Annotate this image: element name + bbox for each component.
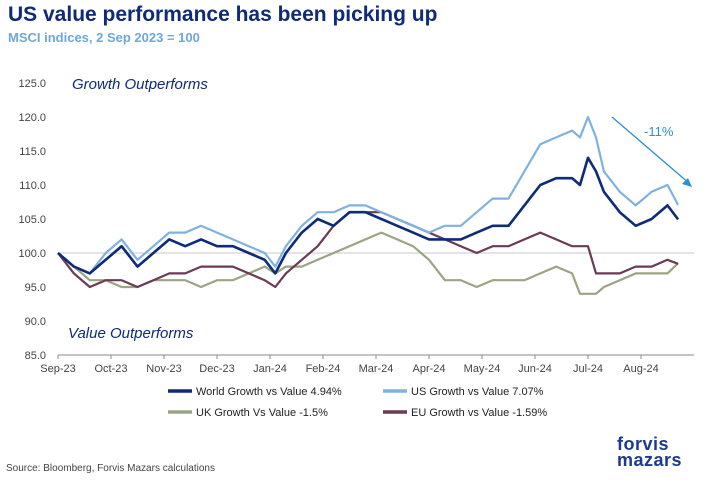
y-tick-label: 125.0 (18, 78, 46, 90)
legend-label: EU Growth vs Value -1.59% (411, 407, 547, 419)
y-tick-label: 95.0 (25, 282, 46, 294)
annotation-growth-outperforms: Growth Outperforms (72, 76, 208, 93)
x-tick-label: Jul-24 (573, 363, 603, 375)
y-tick-label: 100.0 (18, 248, 46, 260)
source-note: Source: Bloomberg, Forvis Mazars calcula… (6, 463, 215, 474)
x-tick-label: Jun-24 (518, 363, 552, 375)
x-tick-label: Apr-24 (412, 363, 445, 375)
decline-arrow (611, 116, 691, 185)
y-tick-label: 90.0 (25, 316, 46, 328)
x-tick-label: Feb-24 (306, 363, 341, 375)
x-axis: Sep-23 Oct-23 Nov-23 Dec-23 Jan-24 Feb-24 Mar-… (40, 355, 659, 375)
x-tick-label: Dec-23 (199, 363, 234, 375)
y-tick-label: 105.0 (18, 214, 46, 226)
x-tick-label: Sep-23 (40, 363, 75, 375)
x-tick-label: Oct-23 (94, 363, 127, 375)
decline-arrowhead (682, 178, 692, 187)
forvis-mazars-logo: forvis mazars (617, 434, 689, 470)
y-tick-label: 120.0 (18, 112, 46, 124)
chart-subtitle: MSCI indices, 2 Sep 2023 = 100 (8, 30, 200, 45)
y-tick-label: 85.0 (25, 350, 46, 362)
y-tick-label: 115.0 (19, 146, 46, 158)
x-tick-label: Mar-24 (359, 363, 394, 375)
logo-line-2: mazars (617, 450, 683, 470)
legend-label: World Growth vs Value 4.94% (196, 386, 342, 398)
chart-title: US value performance has been picking up (8, 3, 438, 26)
series-line-2 (57, 231, 679, 295)
annotation-change: -11% (644, 124, 674, 139)
y-axis: 125.0 120.0 115.0 110.0 105.0 100.0 95.0 90.0 85… (18, 78, 46, 362)
series-line-1 (57, 115, 680, 275)
annotation-value-outperforms: Value Outperforms (68, 325, 194, 342)
x-tick-label: Nov-23 (146, 363, 181, 375)
series-lines (57, 115, 680, 295)
legend: World Growth vs Value 4.94% US Growth vs … (168, 386, 547, 419)
y-tick-label: 110.0 (19, 180, 46, 192)
x-tick-label: Jan-24 (253, 363, 287, 375)
series-line-0 (57, 156, 680, 275)
logo-line-1: forvis (617, 434, 670, 454)
legend-label: US Growth vs Value 7.07% (411, 386, 544, 398)
x-tick-label: May-24 (464, 363, 501, 375)
legend-label: UK Growth Vs Value -1.5% (196, 407, 328, 419)
x-tick-label: Aug-24 (623, 363, 658, 375)
